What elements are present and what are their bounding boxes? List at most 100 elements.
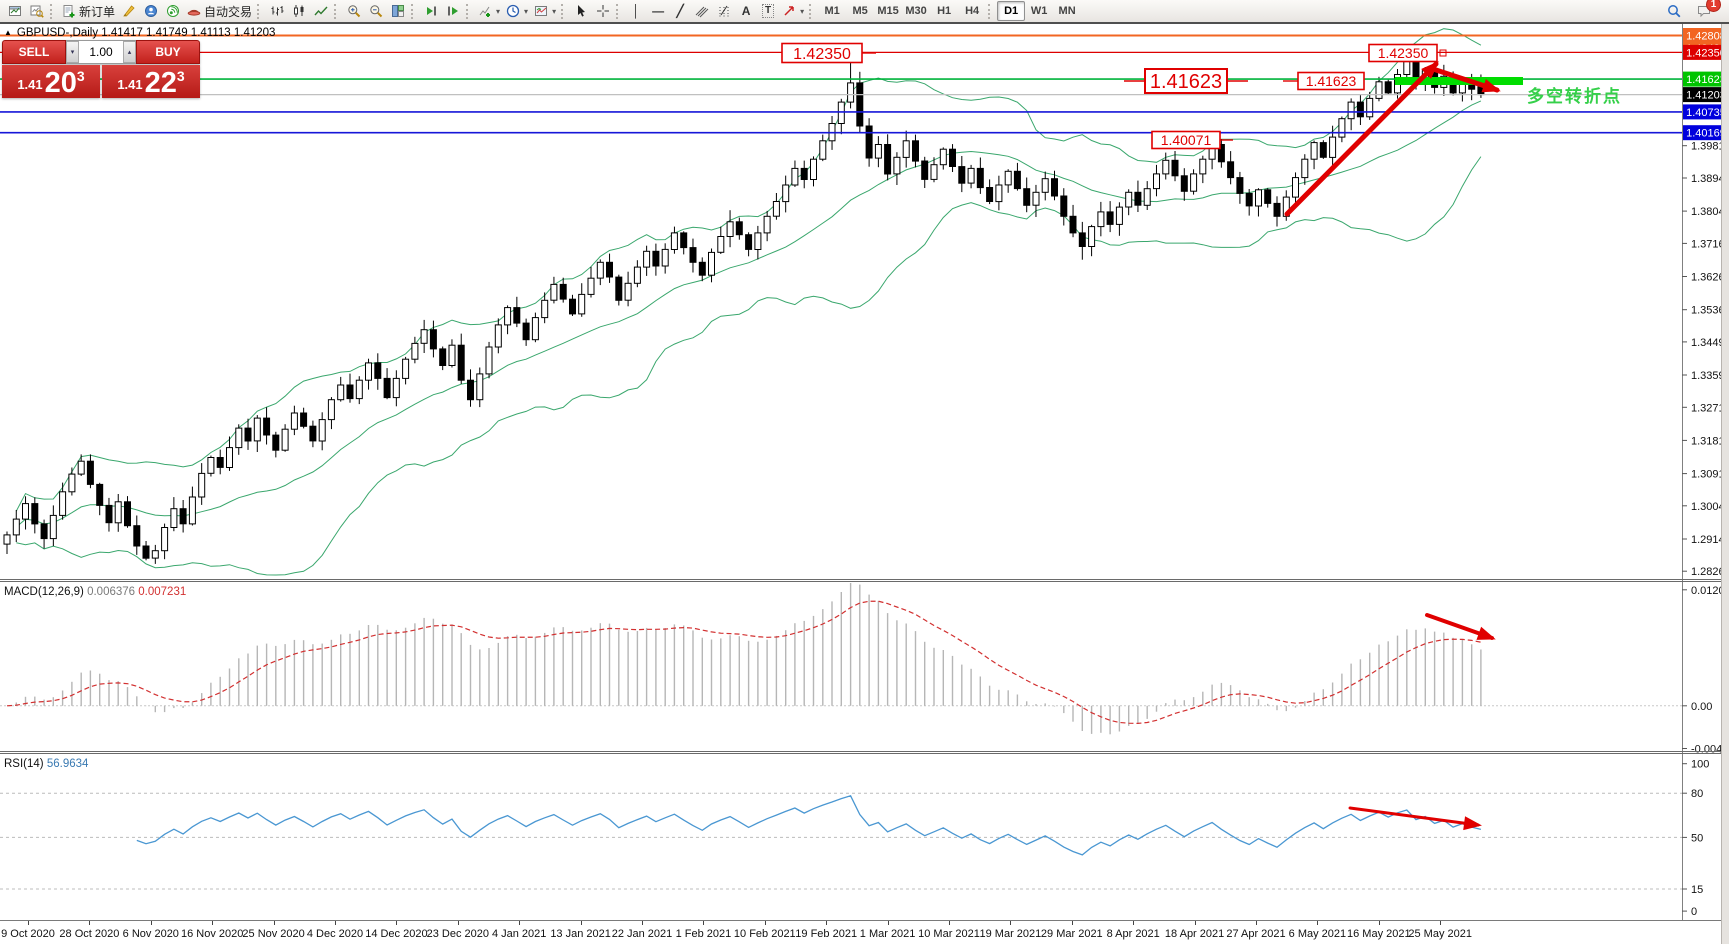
metaeditor-button[interactable] (118, 1, 140, 21)
chart-window-button[interactable] (4, 1, 26, 21)
date-label: 25 May 2021 (1408, 928, 1472, 940)
timeframe-mn[interactable]: MN (1053, 1, 1081, 21)
price-tick-label: 1.33590 (1691, 370, 1729, 382)
equidistant-channel-button[interactable] (691, 1, 713, 21)
new-order-label: 新订单 (79, 4, 116, 19)
crosshair-button[interactable] (592, 1, 614, 21)
timeframe-m5[interactable]: M5 (846, 1, 874, 21)
time-tick (212, 921, 214, 925)
signals-button[interactable] (162, 1, 184, 21)
timeframe-m30[interactable]: M30 (902, 1, 930, 21)
svg-text:1.41623: 1.41623 (1150, 71, 1222, 93)
date-label: 25 Nov 2020 (242, 928, 305, 940)
date-label: 4 Jan 2021 (491, 928, 547, 940)
search-button[interactable] (1663, 1, 1685, 21)
sell-button[interactable]: SELL (2, 40, 66, 64)
timeframe-w1[interactable]: W1 (1025, 1, 1053, 21)
chart-annotations: 1.42350 1.41623 1.41623 1.42350 1.40071 多空转折点 (781, 42, 1622, 831)
sell-price-display[interactable]: 1.41 20 3 (2, 65, 100, 98)
price-level-label: 1.40735 (1686, 107, 1726, 119)
price-annotation-box[interactable]: 1.42350 (1368, 43, 1447, 63)
tile-windows-button[interactable] (387, 1, 409, 21)
cursor-button[interactable] (570, 1, 592, 21)
chevron-down-icon: ▾ (552, 6, 557, 16)
new-order-button[interactable]: 新订单 (59, 1, 118, 21)
crosshair-icon (597, 5, 610, 17)
time-tick (150, 921, 152, 925)
date-label: 22 Jan 2021 (611, 928, 673, 940)
note-text[interactable]: 多空转折点 (1527, 86, 1622, 106)
timeframe-d1[interactable]: D1 (997, 1, 1026, 21)
svg-text:1.40071: 1.40071 (1161, 132, 1212, 148)
line-chart-button[interactable] (310, 1, 332, 21)
fibonacci-button[interactable] (713, 1, 735, 21)
price-annotation-box[interactable]: 1.41623 (1283, 71, 1365, 91)
price-annotation-box[interactable]: 1.41623 (1124, 68, 1248, 94)
support-highlight-bar[interactable] (1395, 77, 1523, 85)
volume-input[interactable] (79, 41, 123, 63)
zoom-in-button[interactable] (343, 1, 365, 21)
date-label: 28 Oct 2020 (59, 928, 120, 940)
collapse-triangle-icon[interactable]: ▲ (4, 28, 12, 37)
community-button[interactable] (140, 1, 162, 21)
chart-shift-icon (448, 6, 459, 16)
price-tick-label: 1.29140 (1691, 534, 1729, 546)
price-level-label: 1.41203 (1686, 90, 1726, 102)
zoom-out-button[interactable] (365, 1, 387, 21)
arrows-shapes-button[interactable]: ▾ (779, 1, 807, 21)
templates-button[interactable]: ▾ (531, 1, 559, 21)
timeframe-h4[interactable]: H4 (958, 1, 986, 21)
autotrading-label: 自动交易 (204, 4, 253, 19)
bollinger-bands (15, 28, 1482, 576)
indicators-button[interactable]: ▾ (475, 1, 503, 21)
chart-shift-button[interactable] (442, 1, 464, 21)
sell-price-prefix: 1.41 (17, 77, 43, 92)
date-label: 6 Nov 2020 (122, 928, 179, 940)
volume-decrease-button[interactable]: ▾ (66, 41, 79, 63)
bar-chart-button[interactable] (266, 1, 288, 21)
horizontal-line-button[interactable]: — (647, 1, 669, 21)
time-tick (1071, 921, 1073, 925)
trend-arrow[interactable] (1284, 61, 1439, 217)
date-label: 9 Oct 2020 (1, 928, 55, 940)
price-tick-label: 1.32715 (1691, 402, 1729, 414)
autotrading-button[interactable]: 自动交易 (184, 1, 255, 21)
time-tick (1378, 921, 1380, 925)
timeframe-m15[interactable]: M15 (874, 1, 902, 21)
trend-arrow[interactable] (1348, 806, 1482, 831)
toolbar-handle (809, 3, 814, 19)
price-tick-label: 1.35365 (1691, 305, 1729, 317)
auto-scroll-button[interactable] (420, 1, 442, 21)
rsi-axis-label: 100 (1691, 759, 1709, 771)
time-tick (949, 921, 950, 925)
price-annotation-box[interactable]: 1.42350 (781, 42, 876, 64)
volume-increase-button[interactable]: ▴ (123, 41, 136, 63)
toolbar-handle (988, 3, 993, 19)
buy-price-display[interactable]: 1.41 22 3 (102, 65, 200, 98)
time-axis[interactable]: 9 Oct 2020 28 Oct 2020 6 Nov 2020 16 Nov 20… (0, 920, 1721, 944)
chart-canvas[interactable]: 1.39815 1.38940 1.38040 1.37165 1.36265 1.353… (0, 24, 1729, 920)
trend-arrow[interactable] (1425, 613, 1496, 640)
trend-arrow[interactable] (1427, 65, 1501, 93)
macd-indicator (0, 583, 1682, 735)
notifications-button[interactable]: 1 (1693, 0, 1721, 21)
chart-preview-icon (30, 5, 44, 18)
chart-preview-button[interactable] (26, 1, 48, 21)
periods-button[interactable]: ▾ (503, 1, 531, 21)
timeframe-h1[interactable]: H1 (930, 1, 958, 21)
trendline-icon: ╱ (676, 4, 684, 18)
candlestick-chart-button[interactable] (288, 1, 310, 21)
time-tick (887, 921, 889, 925)
vertical-line-button[interactable]: │ (625, 1, 647, 21)
text-button[interactable]: A (735, 1, 757, 21)
price-tick-label: 1.30915 (1691, 469, 1729, 481)
price-annotation-box[interactable]: 1.40071 (1151, 130, 1233, 150)
trendline-button[interactable]: ╱ (669, 1, 691, 21)
price-tick-label: 1.28265 (1691, 566, 1729, 578)
buy-button[interactable]: BUY (136, 40, 200, 64)
volume-control: ▾ ▴ (66, 40, 136, 64)
toolbar-handle (257, 3, 262, 19)
timeframe-m1[interactable]: M1 (818, 1, 846, 21)
date-label: 14 Dec 2020 (365, 928, 428, 940)
text-label-button[interactable]: T (757, 1, 779, 21)
